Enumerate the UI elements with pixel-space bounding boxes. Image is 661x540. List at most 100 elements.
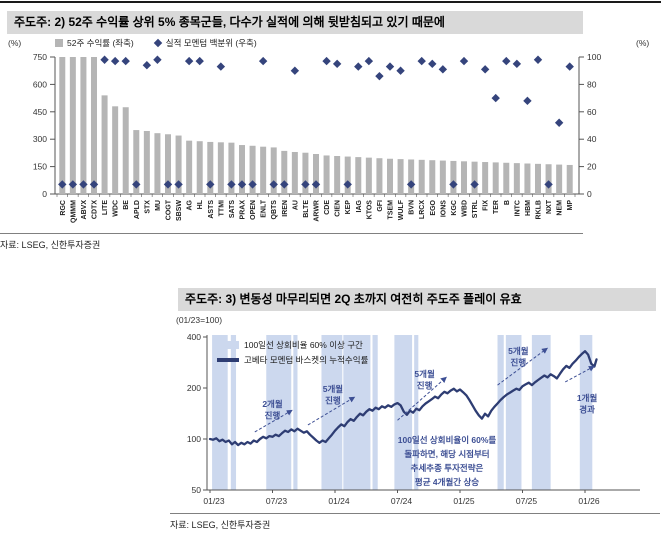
svg-text:BVN: BVN xyxy=(409,200,416,215)
bar-swatch-icon xyxy=(55,39,63,47)
svg-text:QMMM: QMMM xyxy=(70,200,77,223)
diamond-marker xyxy=(248,180,257,189)
diamond-marker xyxy=(512,59,522,69)
callout-text: 평균 4개월간 상승 xyxy=(415,477,479,487)
svg-text:01/24: 01/24 xyxy=(328,496,350,506)
svg-text:MP: MP xyxy=(567,200,574,211)
svg-text:01/25: 01/25 xyxy=(453,496,475,506)
line-swatch-icon xyxy=(217,358,239,362)
band xyxy=(497,335,504,490)
svg-text:RGC: RGC xyxy=(60,200,67,216)
chart2-source: 자료: LSEG, 신한투자증권 xyxy=(170,513,660,531)
bar xyxy=(344,156,351,194)
band xyxy=(579,335,593,490)
diamond-marker xyxy=(396,66,405,75)
diamond-marker xyxy=(533,55,543,64)
annotation-arrow xyxy=(564,365,595,383)
bar xyxy=(80,57,87,194)
diamond-marker xyxy=(417,56,426,66)
diamond-marker xyxy=(153,55,162,64)
bar xyxy=(535,163,541,194)
legend-line-label: 고베타 모멘텀 바스켓의 누적수익률 xyxy=(244,355,369,365)
svg-text:TTMI: TTMI xyxy=(218,200,225,216)
svg-text:100: 100 xyxy=(587,52,601,62)
diamond-marker xyxy=(565,62,574,71)
svg-text:ABVX: ABVX xyxy=(81,200,88,220)
svg-text:SBSW: SBSW xyxy=(176,200,183,221)
bar xyxy=(355,157,362,194)
svg-text:KTOS: KTOS xyxy=(366,200,373,220)
diamond-marker xyxy=(100,55,109,64)
callout-text: 돌파하면, 해당 시점부터 xyxy=(404,449,489,459)
bar xyxy=(471,161,478,194)
annotation-text: 경과 xyxy=(579,404,595,414)
bar xyxy=(503,162,510,194)
diamond-marker xyxy=(449,180,458,189)
svg-text:MU: MU xyxy=(155,200,162,211)
annotation-arrow xyxy=(307,396,356,426)
bar xyxy=(461,161,467,194)
momentum-line xyxy=(208,350,598,447)
diamond-marker xyxy=(322,56,331,66)
chart1-right-axis-unit: (%) xyxy=(636,38,650,48)
band xyxy=(372,335,378,490)
bar xyxy=(196,141,203,194)
bar xyxy=(482,162,489,194)
band xyxy=(212,335,228,490)
svg-text:CDE: CDE xyxy=(324,200,331,215)
bar xyxy=(133,130,140,194)
bar xyxy=(365,157,372,194)
svg-text:RKLB: RKLB xyxy=(536,200,543,219)
svg-text:HBM: HBM xyxy=(525,200,532,216)
diamond-marker xyxy=(227,180,236,189)
svg-text:150: 150 xyxy=(33,162,47,172)
bar xyxy=(323,155,330,194)
svg-text:300: 300 xyxy=(33,134,47,144)
bar xyxy=(492,162,499,194)
svg-text:60: 60 xyxy=(587,107,597,117)
diamond-marker xyxy=(554,118,564,127)
annotation-text: 5개월 xyxy=(508,346,529,356)
diamond-marker xyxy=(79,180,88,189)
diamond-marker xyxy=(216,62,226,71)
diamond-marker xyxy=(491,93,500,103)
svg-text:400: 400 xyxy=(187,332,201,342)
diamond-marker xyxy=(237,180,247,189)
svg-text:AG: AG xyxy=(187,199,194,210)
legend-band-label: 100일선 상회비율 60% 이상 구간 xyxy=(244,340,363,350)
bar xyxy=(524,163,531,194)
legend-item-line: 고베타 모멘텀 바스켓의 누적수익률 xyxy=(217,354,368,366)
svg-text:OPEN: OPEN xyxy=(250,200,257,220)
band xyxy=(230,335,237,490)
bar xyxy=(429,160,436,194)
diamond-marker xyxy=(364,56,374,66)
diamond-marker xyxy=(406,180,416,189)
svg-text:IREN: IREN xyxy=(282,200,289,217)
ticker-labels: RGC QMMM ABVX CDTX LITE WDC BE APLD STX MU COGT SBS… xyxy=(60,199,574,223)
svg-text:01/26: 01/26 xyxy=(578,496,600,506)
diamond-marker xyxy=(206,180,215,189)
bar xyxy=(69,57,76,194)
svg-text:TER: TER xyxy=(493,200,500,214)
svg-text:CDTX: CDTX xyxy=(92,200,99,219)
svg-text:COGT: COGT xyxy=(166,199,173,220)
bottom-chart-svg: 50 100 200 400 01/23 07/23 01/24 07/24 01/25 07/2… xyxy=(187,332,640,506)
axes: 50 100 200 400 01/23 07/23 01/24 07/24 01/25 07/2… xyxy=(187,332,640,506)
chart1-left-axis-unit: (%) xyxy=(8,38,22,48)
svg-text:0: 0 xyxy=(587,189,592,199)
band-swatch-icon xyxy=(217,341,239,349)
svg-text:IONS: IONS xyxy=(440,200,447,217)
svg-text:B: B xyxy=(504,200,511,205)
svg-text:GFI: GFI xyxy=(377,200,384,212)
svg-text:FIX: FIX xyxy=(483,200,490,211)
bar xyxy=(186,140,193,194)
svg-text:ASTS: ASTS xyxy=(208,200,215,219)
bar xyxy=(59,57,66,194)
chart2-index-note: (01/23=100) xyxy=(176,315,223,325)
band xyxy=(531,335,551,490)
svg-text:100: 100 xyxy=(187,434,201,444)
diamond-marker xyxy=(343,180,352,189)
diamond-marker xyxy=(523,96,532,106)
svg-text:AU: AU xyxy=(292,200,299,210)
diamond-marker xyxy=(311,180,321,189)
